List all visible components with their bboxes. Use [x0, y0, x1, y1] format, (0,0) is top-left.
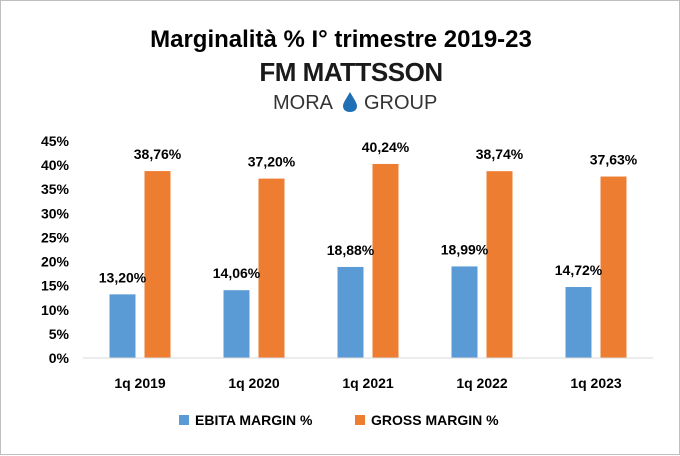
x-tick-label: 1q 2019: [114, 375, 166, 391]
logo-group-text: GROUP: [364, 92, 437, 114]
data-label: 37,63%: [590, 152, 638, 168]
y-tick-label: 45%: [41, 133, 70, 149]
y-tick-label: 0%: [49, 350, 70, 366]
data-label: 37,20%: [248, 154, 296, 170]
data-label: 13,20%: [99, 269, 147, 285]
bar: [144, 171, 171, 358]
y-tick-label: 15%: [41, 278, 70, 294]
bar: [486, 171, 513, 358]
bar: [258, 178, 285, 358]
bar: [451, 266, 478, 358]
data-label: 38,74%: [476, 146, 524, 162]
y-tick-label: 20%: [41, 254, 70, 270]
y-tick-label: 10%: [41, 302, 70, 318]
legend-label: GROSS MARGIN %: [371, 412, 499, 428]
water-drop-icon: [343, 92, 357, 112]
data-label: 40,24%: [362, 139, 410, 155]
bar: [109, 294, 136, 358]
data-label: 38,76%: [134, 146, 182, 162]
legend: EBITA MARGIN % GROSS MARGIN %: [179, 412, 499, 428]
y-tick-label: 25%: [41, 229, 70, 245]
bar: [223, 290, 250, 358]
x-tick-label: 1q 2021: [342, 375, 394, 391]
legend-swatch: [355, 415, 365, 425]
bar: [565, 287, 592, 358]
data-label: 14,06%: [213, 265, 261, 281]
data-label: 14,72%: [555, 262, 603, 278]
bar: [337, 266, 364, 358]
y-tick-label: 40%: [41, 157, 70, 173]
legend-swatch: [179, 415, 189, 425]
x-tick-label: 1q 2023: [570, 375, 622, 391]
logo-mora-text: MORA: [273, 92, 334, 114]
chart-title: Marginalità % I° trimestre 2019-23: [150, 26, 532, 53]
bar: [372, 163, 399, 358]
y-tick-label: 5%: [49, 326, 70, 342]
x-tick-label: 1q 2022: [456, 375, 508, 391]
data-labels: 13,20% 38,76% 14,06% 37,20% 18,88% 40,24% 18,9…: [99, 139, 638, 285]
data-label: 18,88%: [327, 242, 375, 258]
y-tick-label: 35%: [41, 181, 70, 197]
y-axis-ticks: 45% 40% 35% 30% 25% 20% 15% 10% 5% 0%: [41, 133, 70, 366]
bars: [109, 163, 627, 358]
x-axis-ticks: 1q 2019 1q 2020 1q 2021 1q 2022 1q 2023: [114, 375, 622, 391]
logo-brand-text: FM MATTSSON: [259, 57, 442, 87]
data-label: 18,99%: [441, 241, 489, 257]
bar: [600, 176, 627, 358]
x-tick-label: 1q 2020: [228, 375, 280, 391]
y-tick-label: 30%: [41, 205, 70, 221]
company-logo: FM MATTSSON MORA GROUP: [259, 57, 443, 114]
legend-label: EBITA MARGIN %: [195, 412, 313, 428]
